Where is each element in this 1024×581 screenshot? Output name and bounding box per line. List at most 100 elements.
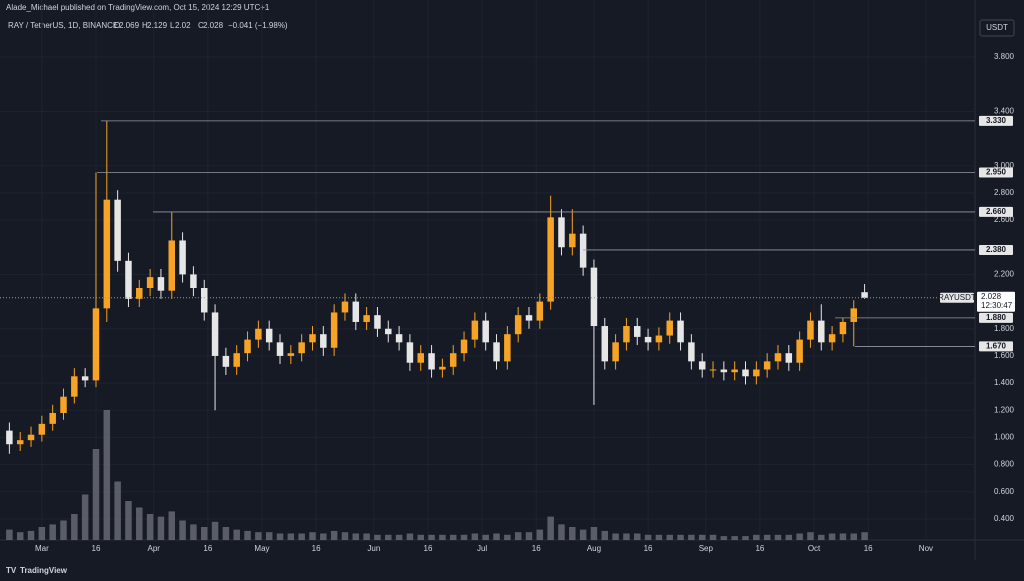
volume-bar xyxy=(623,533,630,540)
volume-bar xyxy=(157,516,165,540)
volume-bar xyxy=(222,527,230,540)
volume-bar xyxy=(6,529,13,540)
candle-body xyxy=(49,412,56,424)
candle-body xyxy=(644,336,652,343)
x-tick-label: 16 xyxy=(755,544,764,553)
candle-body xyxy=(320,334,327,348)
candle-body xyxy=(525,315,533,321)
candle-body xyxy=(655,335,663,343)
price-label: 2.028 xyxy=(981,292,1002,301)
volume-bar xyxy=(341,532,349,540)
volume-bar xyxy=(763,534,771,540)
volume-bar xyxy=(287,533,295,540)
volume-bar xyxy=(612,533,619,540)
candle-body xyxy=(330,312,338,348)
volume-bar xyxy=(861,532,868,540)
volume-bar xyxy=(298,533,305,540)
volume-bar xyxy=(688,534,695,540)
level-label: 1.880 xyxy=(986,313,1007,322)
volume-bar xyxy=(536,529,544,540)
volume-bar xyxy=(547,516,554,540)
y-tick-label: 0.600 xyxy=(994,487,1015,496)
candle-body xyxy=(601,326,609,362)
y-tick-label: 2.800 xyxy=(994,188,1015,197)
level-label: 1.670 xyxy=(986,342,1007,351)
candle-body xyxy=(146,277,154,288)
candle-body xyxy=(536,301,544,321)
candle-body xyxy=(114,199,121,261)
candle-body xyxy=(504,334,511,362)
x-tick-label: Jul xyxy=(477,544,487,553)
candle-body xyxy=(125,260,132,299)
x-tick-label: Jun xyxy=(367,544,380,553)
candle-body xyxy=(265,328,273,343)
candle-body xyxy=(255,328,262,340)
y-tick-label: 2.200 xyxy=(994,270,1015,279)
y-tick-label: 2.600 xyxy=(994,215,1015,224)
candle-body xyxy=(60,396,67,413)
volume-bar xyxy=(27,530,35,540)
y-tick-label: 3.000 xyxy=(994,161,1015,170)
unit-box[interactable] xyxy=(979,19,1015,37)
level-tag xyxy=(979,244,1013,255)
x-tick-label: 16 xyxy=(312,544,321,553)
x-tick-label: 16 xyxy=(92,544,101,553)
volume-bar xyxy=(320,533,327,540)
volume-bar xyxy=(265,532,273,540)
volume-bar xyxy=(644,534,652,540)
change: −0.041 (−1.98%) xyxy=(228,21,288,30)
volume-bar xyxy=(449,534,457,540)
candle-body xyxy=(763,361,771,370)
x-tick-label: 16 xyxy=(532,544,541,553)
volume-bar xyxy=(49,524,56,540)
volume-bar xyxy=(136,507,143,540)
volume-bar xyxy=(796,533,803,540)
volume-bar xyxy=(666,534,673,540)
volume-bar xyxy=(493,533,500,540)
y-tick-label: 1.400 xyxy=(994,378,1015,387)
candle-body xyxy=(666,320,673,336)
y-tick-label: 0.800 xyxy=(994,460,1015,469)
volume-bar xyxy=(190,524,197,540)
countdown: 12:30:47 xyxy=(981,301,1013,310)
x-tick-label: Mar xyxy=(35,544,49,553)
candle-body xyxy=(720,369,728,373)
volume-bar xyxy=(850,533,858,540)
volume-bar xyxy=(514,532,522,540)
volume-bar xyxy=(276,533,284,540)
volume-bar xyxy=(374,534,381,540)
candle-body xyxy=(309,334,316,343)
volume-bar xyxy=(363,533,370,540)
volume-bar xyxy=(114,481,121,540)
candle-body xyxy=(828,334,836,343)
candle-body xyxy=(785,353,793,363)
volume-bar xyxy=(103,410,111,540)
volume-bar xyxy=(439,534,446,540)
volume-bar xyxy=(807,532,814,540)
y-tick-label: 3.400 xyxy=(994,107,1015,116)
candle-body xyxy=(569,233,576,248)
y-tick-label: 0.400 xyxy=(994,514,1015,523)
volume-bar xyxy=(233,529,240,540)
candle-body xyxy=(460,339,468,354)
candle-body xyxy=(590,267,598,327)
ohlc-key: H xyxy=(142,21,148,30)
volume-bar xyxy=(601,530,609,540)
volume-bar xyxy=(81,494,89,540)
candle-body xyxy=(374,315,381,329)
volume-bar xyxy=(482,534,489,540)
volume-bar xyxy=(417,534,424,540)
x-tick-label: Sep xyxy=(699,544,714,553)
volume-bar xyxy=(428,534,435,540)
candle-body xyxy=(200,288,208,313)
volume-bar xyxy=(16,532,24,540)
ohlc-value: 2.129 xyxy=(147,21,168,30)
volume-bar xyxy=(753,534,760,540)
brand: TradingView xyxy=(20,566,68,575)
volume-bar xyxy=(742,536,749,540)
volume-bar xyxy=(709,534,717,540)
candle-body xyxy=(406,342,414,363)
candle-body xyxy=(558,217,565,248)
candle-body xyxy=(71,376,78,397)
candle-body xyxy=(211,312,219,356)
